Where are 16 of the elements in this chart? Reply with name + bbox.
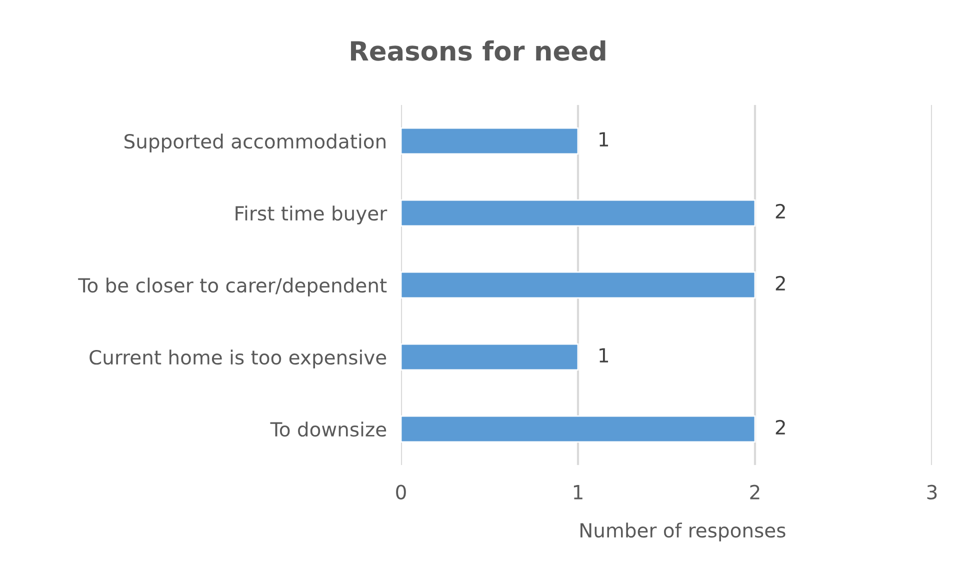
chart-title: Reasons for need — [351, 40, 606, 61]
data-label: 1 — [600, 132, 608, 146]
y-tick-label: Current home is too expensive — [90, 350, 386, 368]
y-tick-label: To be closer to carer/dependent — [78, 278, 387, 296]
data-label: 2 — [776, 204, 785, 218]
x-tick-label: 0 — [396, 484, 406, 500]
x-tick-label: 1 — [574, 485, 582, 500]
y-tick-label: To downsize — [270, 422, 386, 437]
y-tick-label: First time buyer — [236, 206, 388, 224]
y-tick-label: Supported accommodation — [124, 134, 386, 152]
data-label: 2 — [776, 276, 785, 290]
x-tick-label: 3 — [927, 484, 937, 500]
data-label: 1 — [600, 348, 608, 362]
x-tick-label: 2 — [750, 484, 760, 500]
x-axis-title: Number of responses — [580, 522, 786, 542]
data-label: 2 — [776, 420, 785, 434]
